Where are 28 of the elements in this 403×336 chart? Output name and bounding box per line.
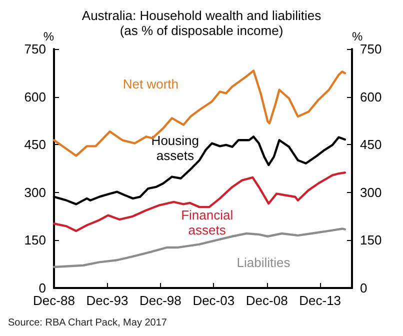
y-tick-label: 300 xyxy=(24,184,46,200)
y2-tick-label: 150 xyxy=(360,232,382,248)
chart-title: Australia: Household wealth and liabilities xyxy=(82,8,322,23)
source-note: Source: RBA Chart Pack, May 2017 xyxy=(8,318,168,328)
text: Net worth xyxy=(122,76,178,92)
series-label: Housing assets xyxy=(151,132,200,163)
series-label: Financial assets xyxy=(181,208,234,238)
line-series xyxy=(52,228,346,268)
x-tick-label: Dec-08 xyxy=(246,293,288,308)
y-tick-label: 750 xyxy=(24,42,46,56)
x-tick-label: Dec-93 xyxy=(86,293,128,308)
x-tick-label: Dec-13 xyxy=(299,293,342,308)
y2-tick-label: 450 xyxy=(360,137,382,152)
y-tick-label: 150 xyxy=(24,232,46,248)
x-tick-label: Dec-03 xyxy=(192,293,235,308)
y-axis-title: % xyxy=(43,30,54,44)
x-tick-label: Dec-98 xyxy=(139,293,182,308)
x-tick-label: Dec-88 xyxy=(33,293,75,308)
series-label: Liabilities xyxy=(236,255,291,270)
y2-axis-title: % xyxy=(352,30,363,44)
y-tick-label: 0 xyxy=(38,280,46,296)
y2-tick-label: 750 xyxy=(360,42,382,56)
chart-subtitle: (as % of disposable income) xyxy=(120,23,284,38)
y2-tick-label: 0 xyxy=(360,280,368,296)
y-tick-label: 450 xyxy=(24,137,46,152)
y-tick-label: 600 xyxy=(24,89,46,104)
y2-tick-label: 600 xyxy=(360,89,382,104)
y2-tick-label: 300 xyxy=(360,184,382,200)
